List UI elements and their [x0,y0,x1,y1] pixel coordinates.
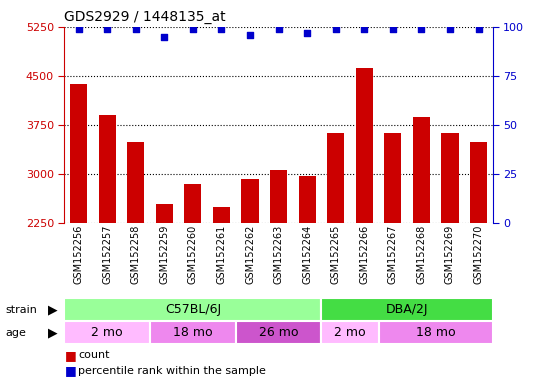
Bar [64,321,150,344]
Text: GSM152268: GSM152268 [417,225,426,284]
Bar [379,321,493,344]
Text: ■: ■ [64,349,76,362]
Text: GSM152259: GSM152259 [160,225,169,284]
Point [217,26,226,32]
Point [302,30,311,36]
Text: GSM152267: GSM152267 [388,225,398,284]
Text: GSM152263: GSM152263 [274,225,283,284]
Point [417,26,426,32]
Bar [321,321,379,344]
Text: GSM152264: GSM152264 [302,225,312,284]
Text: GSM152270: GSM152270 [474,225,483,284]
Text: GDS2929 / 1448135_at: GDS2929 / 1448135_at [64,10,226,25]
Text: GSM152260: GSM152260 [188,225,198,284]
Point [245,31,254,38]
Text: 2 mo: 2 mo [334,326,366,339]
Bar [184,184,202,223]
Bar [241,179,259,223]
Text: GSM152256: GSM152256 [74,225,83,284]
Point [474,26,483,32]
Bar [236,321,321,344]
Text: count: count [78,350,110,360]
Point [446,26,455,32]
Bar [99,115,116,223]
Bar [441,133,459,223]
Bar [321,298,493,321]
Point [360,26,368,32]
Text: 26 mo: 26 mo [259,326,298,339]
Bar [156,204,173,223]
Text: ▶: ▶ [48,326,58,339]
Text: ▶: ▶ [48,303,58,316]
Bar [150,321,236,344]
Bar [470,142,487,223]
Text: GSM152265: GSM152265 [331,225,340,284]
Text: age: age [6,328,26,338]
Text: 2 mo: 2 mo [91,326,123,339]
Text: GSM152261: GSM152261 [217,225,226,284]
Bar [270,170,287,223]
Point [103,26,112,32]
Text: C57BL/6J: C57BL/6J [165,303,221,316]
Point [131,26,140,32]
Bar [127,142,144,223]
Text: 18 mo: 18 mo [173,326,213,339]
Bar [384,133,402,223]
Text: strain: strain [6,305,38,314]
Bar [327,133,344,223]
Bar [70,84,87,223]
Bar [413,117,430,223]
Point [388,26,397,32]
Point [160,34,169,40]
Point [188,26,198,32]
Text: GSM152262: GSM152262 [245,225,255,284]
Point [74,26,83,32]
Text: percentile rank within the sample: percentile rank within the sample [78,366,266,376]
Text: DBA/2J: DBA/2J [386,303,428,316]
Point [274,26,283,32]
Text: 18 mo: 18 mo [416,326,455,339]
Text: GSM152258: GSM152258 [131,225,141,284]
Text: GSM152257: GSM152257 [102,225,112,285]
Bar [356,68,373,223]
Bar [298,176,316,223]
Text: GSM152269: GSM152269 [445,225,455,284]
Point [331,26,340,32]
Text: GSM152266: GSM152266 [360,225,369,284]
Bar [213,207,230,223]
Bar [64,298,321,321]
Text: ■: ■ [64,364,76,377]
